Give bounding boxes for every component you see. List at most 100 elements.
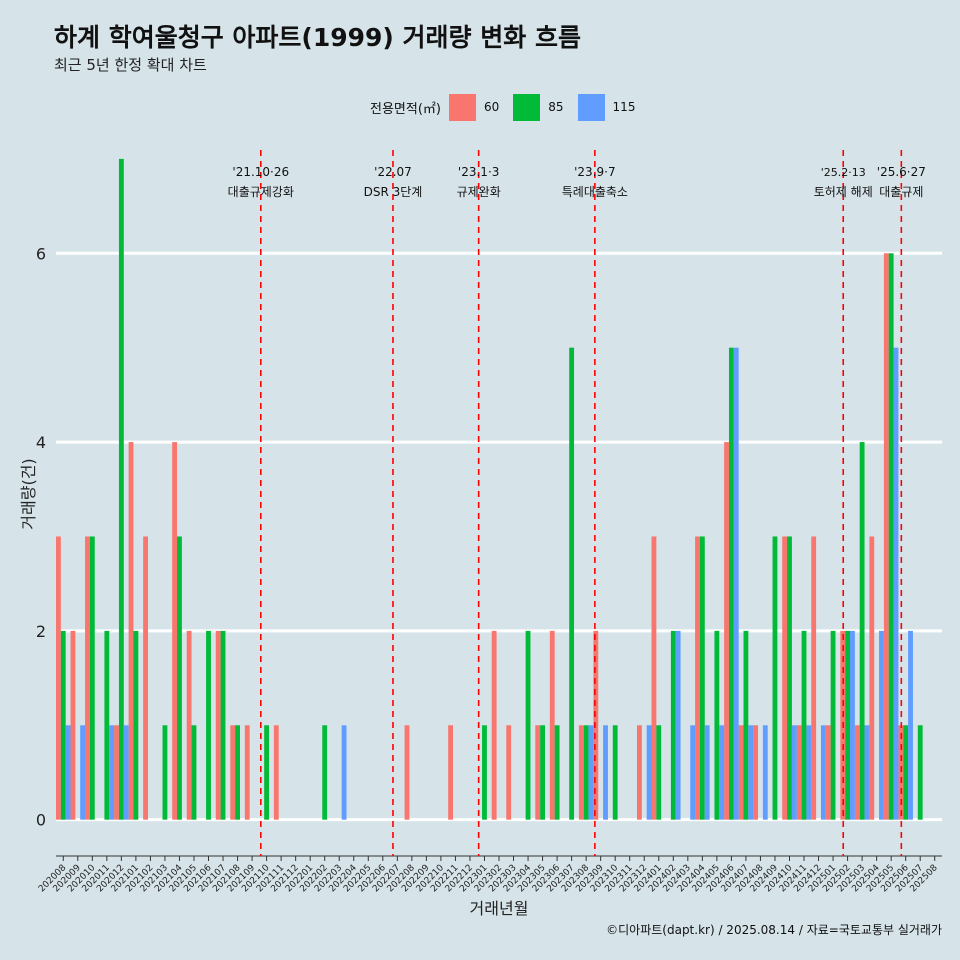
- bar-115-202407: [748, 725, 754, 820]
- bar-85-202108: [235, 725, 240, 820]
- legend-key-85: [513, 93, 541, 121]
- x-axis-title: 거래년월: [470, 899, 529, 918]
- bar-115-202008: [65, 725, 71, 820]
- legend-label-60: 60: [483, 100, 500, 114]
- bar-85-202008: [60, 630, 66, 820]
- bar-85-202301: [482, 725, 487, 820]
- bar-60-202008: [56, 536, 61, 820]
- bar-115-202505: [893, 347, 899, 820]
- bar-85-202502: [845, 630, 851, 820]
- event-name-label: 대출규제: [879, 185, 923, 199]
- legend-label-85: 85: [548, 100, 564, 114]
- bar-85-202402: [670, 630, 676, 820]
- bar-60-202305: [535, 725, 541, 820]
- y-tick-label: 4: [36, 433, 46, 452]
- bar-85-202012: [118, 158, 124, 820]
- bar-60-202109: [244, 725, 250, 820]
- bar-60-202504: [869, 536, 875, 820]
- event-date-label: '21.10·26: [232, 165, 289, 179]
- bar-60-202501: [825, 725, 831, 820]
- bar-85-202404: [699, 536, 705, 820]
- bar-115-202009: [80, 725, 86, 820]
- bar-115-202506: [908, 630, 913, 820]
- event-name-label: 규제완화: [457, 185, 501, 199]
- bar-60-202411: [796, 725, 802, 820]
- bar-115-202410: [791, 725, 797, 820]
- bar-85-202501: [830, 630, 836, 820]
- bar-115-202309: [603, 725, 608, 820]
- bar-60-202506: [898, 725, 904, 820]
- legend-item-60: 60: [448, 93, 507, 121]
- legend: 전용면적(㎡) 60 85 115: [370, 93, 649, 121]
- bar-60-202208: [404, 725, 410, 820]
- bar-60-202404: [695, 536, 700, 820]
- bar-115-202502: [850, 630, 855, 820]
- chart-subtitle: 최근 5년 한정 확대 차트: [54, 56, 207, 74]
- bar-60-202312: [636, 725, 642, 820]
- event-date-label: '23.9·7: [574, 165, 615, 179]
- bar-115-202503: [864, 725, 870, 820]
- bar-60-202302: [491, 630, 497, 820]
- bar-85-202410: [787, 536, 792, 820]
- bar-85-202507: [917, 725, 923, 820]
- bar-85-202110: [264, 725, 270, 820]
- bar-115-202406: [733, 347, 739, 820]
- bar-60-202406: [724, 442, 729, 820]
- source-caption: ©디아파트(dapt.kr) / 2025.08.14 / 자료=국토교통부 실…: [606, 923, 942, 937]
- y-tick-label: 2: [36, 622, 46, 641]
- bar-85-202503: [859, 442, 865, 820]
- legend-item-115: 115: [577, 93, 644, 121]
- bar-115-202402: [675, 630, 681, 820]
- bar-85-202411: [801, 630, 807, 820]
- bar-60-202009: [70, 630, 76, 820]
- bar-85-202104: [177, 536, 182, 820]
- legend-key-115: [577, 93, 605, 121]
- bar-60-202107: [215, 630, 221, 820]
- event-name-label: 대출규제강화: [228, 185, 294, 199]
- bar-115-202411: [806, 725, 812, 820]
- bar-60-202410: [782, 536, 788, 820]
- bar-85-202101: [133, 630, 139, 820]
- event-name-label: 토허제 해제: [814, 185, 873, 199]
- y-axis-title: 거래량(건): [19, 458, 38, 529]
- legend-title: 전용면적(㎡): [370, 101, 441, 117]
- bar-60-202012: [114, 725, 119, 820]
- bar-60-202407: [738, 725, 744, 820]
- bar-60-202503: [854, 725, 860, 820]
- bar-85-202011: [104, 630, 110, 820]
- bar-85-202401: [656, 725, 662, 820]
- bar-60-202401: [651, 536, 657, 820]
- bar-85-202307: [569, 347, 575, 820]
- chart-title: 하계 학여울청구 아파트(1999) 거래량 변화 흐름: [54, 23, 581, 52]
- bar-60-202111: [273, 725, 279, 820]
- bar-60-202412: [811, 536, 817, 820]
- bar-85-202306: [554, 725, 560, 820]
- event-date-label: '22.07: [374, 165, 412, 179]
- bar-60-202102: [143, 536, 148, 820]
- bar-60-202104: [172, 442, 178, 820]
- legend-key-60: [448, 93, 476, 121]
- bar-60-202101: [128, 442, 134, 820]
- bar-115-202504: [879, 630, 884, 820]
- bar-60-202408: [753, 725, 759, 820]
- bar-115-202312: [646, 725, 652, 820]
- bar-85-202505: [888, 253, 894, 820]
- bar-85-202202: [322, 725, 328, 820]
- bar-60-202010: [85, 536, 90, 820]
- bar-85-202010: [89, 536, 95, 820]
- bar-85-202106: [206, 630, 211, 820]
- bar-60-202303: [506, 725, 512, 820]
- bar-60-202211: [448, 725, 454, 820]
- event-name-label: 특례대출축소: [562, 185, 628, 199]
- bar-85-202304: [525, 630, 531, 820]
- bar-115-202308: [588, 725, 594, 820]
- bar-60-202505: [883, 253, 889, 820]
- bar-85-202105: [191, 725, 197, 820]
- bar-85-202407: [743, 630, 749, 820]
- bar-60-202308: [578, 725, 584, 820]
- y-tick-label: 0: [36, 811, 46, 830]
- bar-115-202408: [762, 725, 768, 820]
- bar-115-202405: [719, 725, 725, 820]
- event-date-label: '23.1·3: [458, 165, 499, 179]
- bar-60-202306: [549, 630, 555, 820]
